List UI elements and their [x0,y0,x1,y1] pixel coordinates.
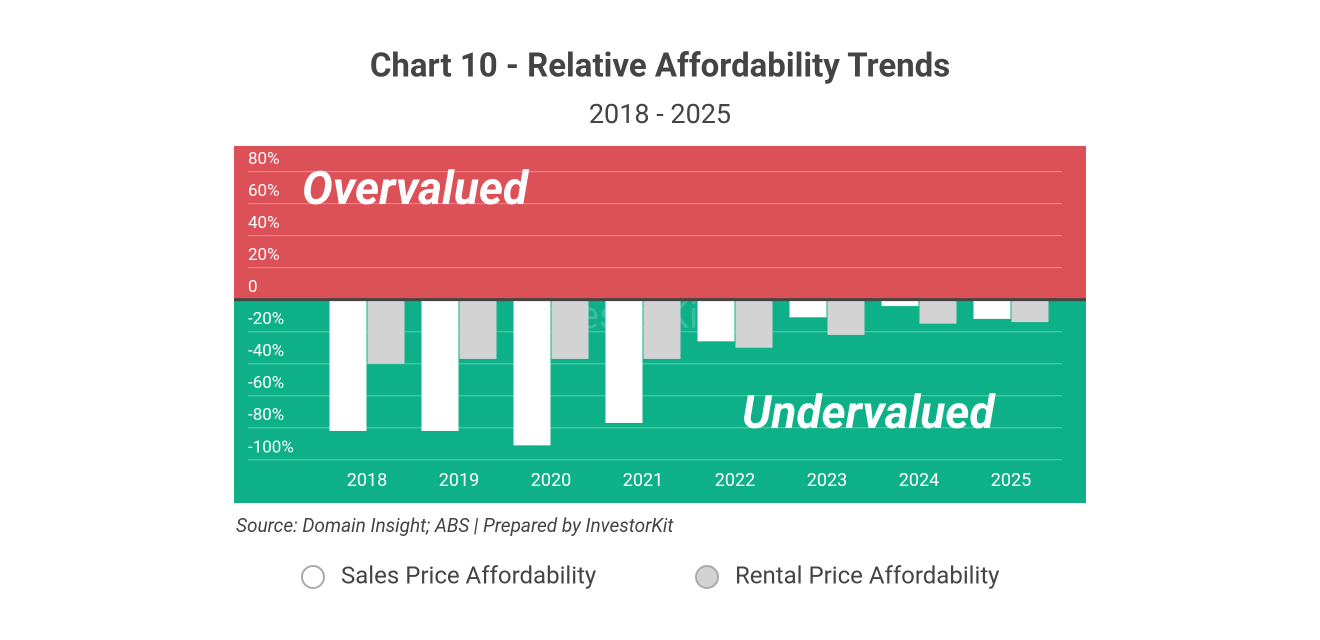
chart-title: Chart 10 - Relative Affordability Trends [370,47,950,86]
legend-marker [301,565,325,589]
x-tick-label: 2019 [439,470,479,491]
y-tick-label: 60% [248,181,280,201]
bar [513,299,551,446]
y-tick-label: -100% [248,437,294,457]
legend-label: Sales Price Affordability [341,561,597,589]
y-tick-label: 40% [248,213,280,233]
bar [919,299,957,324]
y-tick-label: -40% [248,341,284,361]
x-tick-label: 2025 [991,470,1031,491]
bar [643,299,681,359]
bar [973,299,1011,319]
legend-marker [695,565,719,589]
x-tick-label: 2021 [623,470,663,491]
y-tick-label: -20% [248,309,284,329]
bar [1011,299,1049,323]
x-tick-label: 2023 [807,470,847,491]
x-tick-label: 2020 [531,470,571,491]
bar [605,299,643,423]
annotation: Undervalued [742,386,996,440]
bar [881,299,919,307]
x-tick-label: 2022 [715,470,755,491]
chart-subtitle: 2018 - 2025 [589,98,731,130]
bar [421,299,459,431]
annotation: Overvalued [302,162,530,216]
bar [367,299,405,364]
bar [459,299,497,359]
bar [697,299,735,342]
bar [329,299,367,431]
legend-label: Rental Price Affordability [735,561,1000,589]
bar [735,299,773,348]
source-note: Source: Domain Insight; ABS | Prepared b… [236,514,674,537]
x-tick-label: 2018 [347,470,387,491]
x-tick-label: 2024 [899,470,939,491]
bar [789,299,827,318]
bar [551,299,589,359]
y-tick-label: 0 [248,277,258,297]
y-tick-label: 20% [248,245,280,265]
y-tick-label: -80% [248,405,284,425]
bar [827,299,865,335]
y-tick-label: -60% [248,373,284,393]
y-tick-label: 80% [248,149,280,169]
overvalued-zone [234,146,1086,300]
